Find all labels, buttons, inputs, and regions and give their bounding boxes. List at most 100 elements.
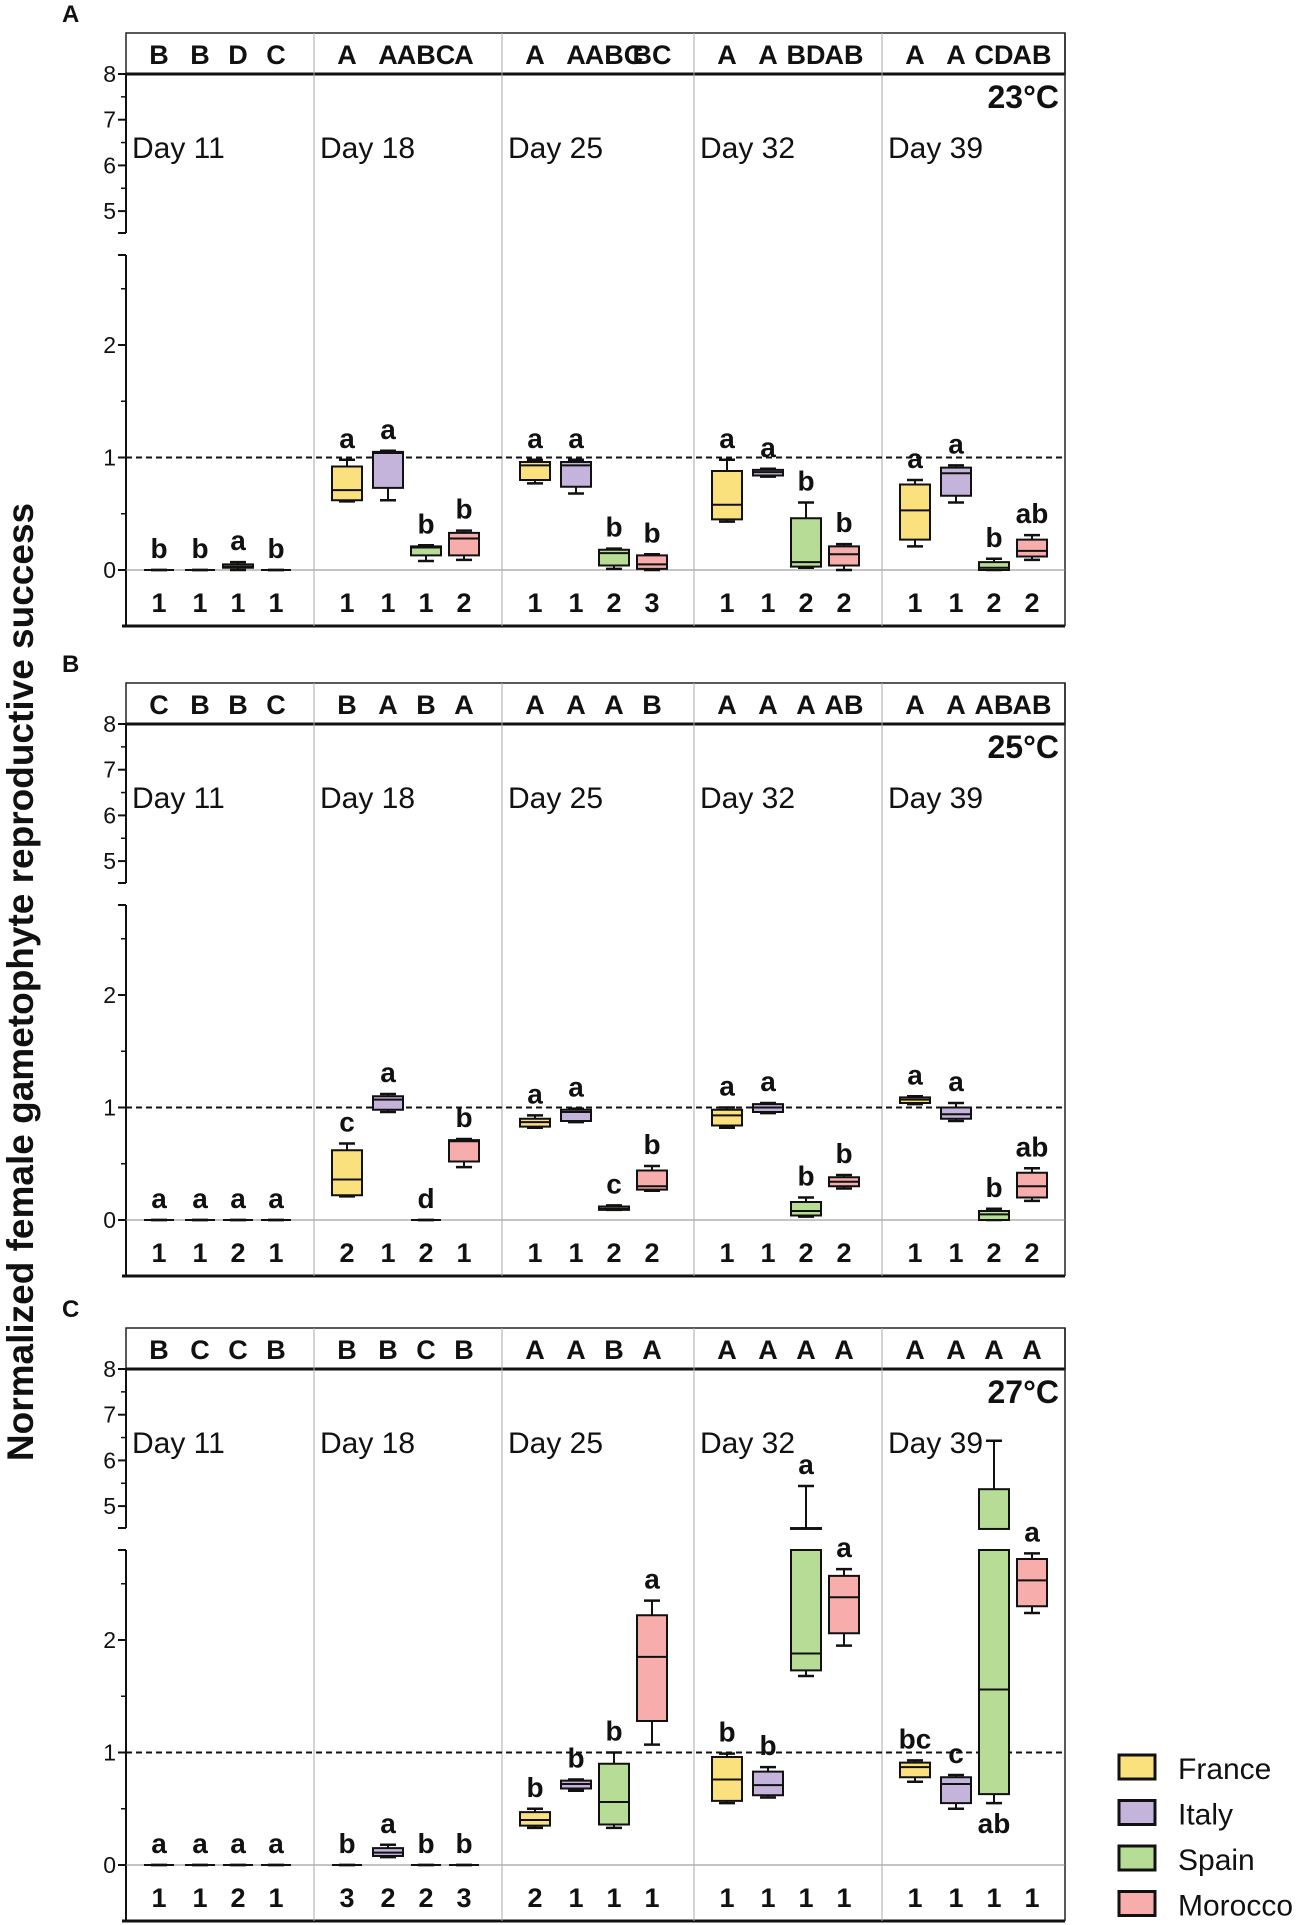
header-letter: A bbox=[525, 1335, 545, 1365]
legend-swatch-spain bbox=[1117, 1844, 1157, 1872]
bottom-number: 2 bbox=[606, 588, 621, 618]
header-letter: AB bbox=[825, 690, 864, 720]
box-france bbox=[899, 478, 931, 548]
bottom-number: 3 bbox=[339, 1883, 354, 1913]
significance-letter: a bbox=[644, 1564, 660, 1595]
box-france bbox=[711, 458, 743, 523]
box-body bbox=[978, 1488, 1010, 1530]
bottom-number: 1 bbox=[760, 1238, 775, 1268]
significance-letter: b bbox=[267, 533, 284, 564]
box-spain bbox=[598, 1751, 630, 1830]
box-italy bbox=[372, 1843, 404, 1859]
header-letter: D bbox=[228, 40, 248, 70]
significance-letter: a bbox=[836, 1532, 852, 1563]
significance-letter: b bbox=[797, 1161, 814, 1192]
day-label: Day 18 bbox=[320, 782, 415, 815]
header-letter: A bbox=[796, 1335, 816, 1365]
bottom-number: 1 bbox=[527, 1238, 542, 1268]
significance-letter: a bbox=[230, 1183, 246, 1214]
significance-letter: a bbox=[948, 428, 964, 459]
legend-label-spain: Spain bbox=[1178, 1844, 1255, 1877]
header-letter: C bbox=[228, 1335, 248, 1365]
legend-swatch-morocco bbox=[1117, 1890, 1157, 1917]
significance-letter: b bbox=[567, 1743, 584, 1774]
header-letter: A bbox=[905, 1335, 925, 1365]
temperature-label: 25°C bbox=[988, 729, 1060, 765]
box-body bbox=[711, 1108, 743, 1127]
box-body bbox=[519, 461, 551, 481]
bottom-number: 1 bbox=[151, 1238, 166, 1268]
header-letter: A bbox=[905, 40, 925, 70]
bottom-number: 1 bbox=[798, 1883, 813, 1913]
bottom-number: 1 bbox=[986, 1883, 1001, 1913]
box-morocco bbox=[1016, 1552, 1048, 1615]
box-morocco bbox=[828, 1567, 860, 1647]
header-letter: A bbox=[604, 690, 624, 720]
header-letter: A bbox=[566, 40, 586, 70]
box-body bbox=[1016, 1171, 1048, 1199]
box-spain bbox=[790, 1196, 822, 1218]
significance-letter: d bbox=[417, 1183, 434, 1214]
day-label: Day 11 bbox=[132, 1427, 225, 1460]
bottom-number: 1 bbox=[948, 1883, 963, 1913]
significance-letter: a bbox=[760, 1066, 776, 1097]
bottom-number: 2 bbox=[1024, 1238, 1039, 1268]
bottom-number: 2 bbox=[986, 1238, 1001, 1268]
y-tick-label: 1 bbox=[103, 445, 116, 471]
header-letter: C bbox=[416, 1335, 436, 1365]
significance-letter: a bbox=[268, 1183, 284, 1214]
header-letter: B bbox=[378, 1335, 398, 1365]
box-italy bbox=[560, 1107, 592, 1124]
day-label: Day 25 bbox=[508, 782, 603, 815]
significance-letter: a bbox=[527, 1078, 543, 1109]
significance-letter: c bbox=[606, 1168, 622, 1199]
header-letter: BC bbox=[633, 40, 672, 70]
header-letter: A bbox=[758, 1335, 778, 1365]
header-letter: A bbox=[454, 40, 474, 70]
bottom-number: 1 bbox=[948, 1238, 963, 1268]
header-letter: A bbox=[717, 1335, 737, 1365]
significance-letter: a bbox=[151, 1183, 167, 1214]
box-body bbox=[828, 1574, 860, 1635]
box-spain bbox=[790, 1484, 822, 1678]
y-tick-label: 5 bbox=[103, 198, 116, 224]
y-tick-label: 2 bbox=[103, 332, 116, 358]
box-body bbox=[598, 1762, 630, 1826]
box-france bbox=[711, 1106, 743, 1129]
box-italy bbox=[372, 1092, 404, 1114]
box-body bbox=[828, 545, 860, 567]
y-tick-label: 5 bbox=[103, 848, 116, 874]
bottom-number: 2 bbox=[339, 1238, 354, 1268]
bottom-number: 1 bbox=[644, 1883, 659, 1913]
box-france bbox=[519, 1807, 551, 1830]
bottom-number: 2 bbox=[644, 1238, 659, 1268]
header-letter: A bbox=[566, 1335, 586, 1365]
box-body bbox=[940, 1776, 972, 1805]
header-letter: C bbox=[266, 690, 286, 720]
day-label: Day 25 bbox=[508, 1427, 603, 1460]
temperature-label: 23°C bbox=[988, 79, 1060, 115]
header-letter: B bbox=[149, 1335, 169, 1365]
y-tick-label: 6 bbox=[103, 1447, 116, 1473]
significance-letter: a bbox=[568, 1072, 584, 1103]
significance-letter: c bbox=[339, 1107, 355, 1138]
box-morocco bbox=[636, 1599, 668, 1746]
bottom-number: 2 bbox=[380, 1883, 395, 1913]
box-italy bbox=[560, 1778, 592, 1792]
day-label: Day 32 bbox=[700, 782, 795, 815]
header-letter: B bbox=[190, 690, 210, 720]
day-label: Day 39 bbox=[888, 1427, 983, 1460]
significance-letter: a bbox=[268, 1828, 284, 1859]
box-spain bbox=[598, 1204, 630, 1212]
box-italy bbox=[940, 1101, 972, 1123]
box-body bbox=[790, 1527, 822, 1530]
significance-letter: b bbox=[605, 512, 622, 543]
header-letter: C bbox=[149, 690, 169, 720]
panel-letter: C bbox=[62, 1296, 79, 1323]
significance-letter: b bbox=[455, 1102, 472, 1133]
box-body bbox=[636, 1169, 668, 1191]
bottom-number: 1 bbox=[907, 588, 922, 618]
significance-letter: b bbox=[455, 1828, 472, 1859]
y-tick-label: 7 bbox=[103, 757, 116, 783]
bottom-number: 1 bbox=[268, 588, 283, 618]
